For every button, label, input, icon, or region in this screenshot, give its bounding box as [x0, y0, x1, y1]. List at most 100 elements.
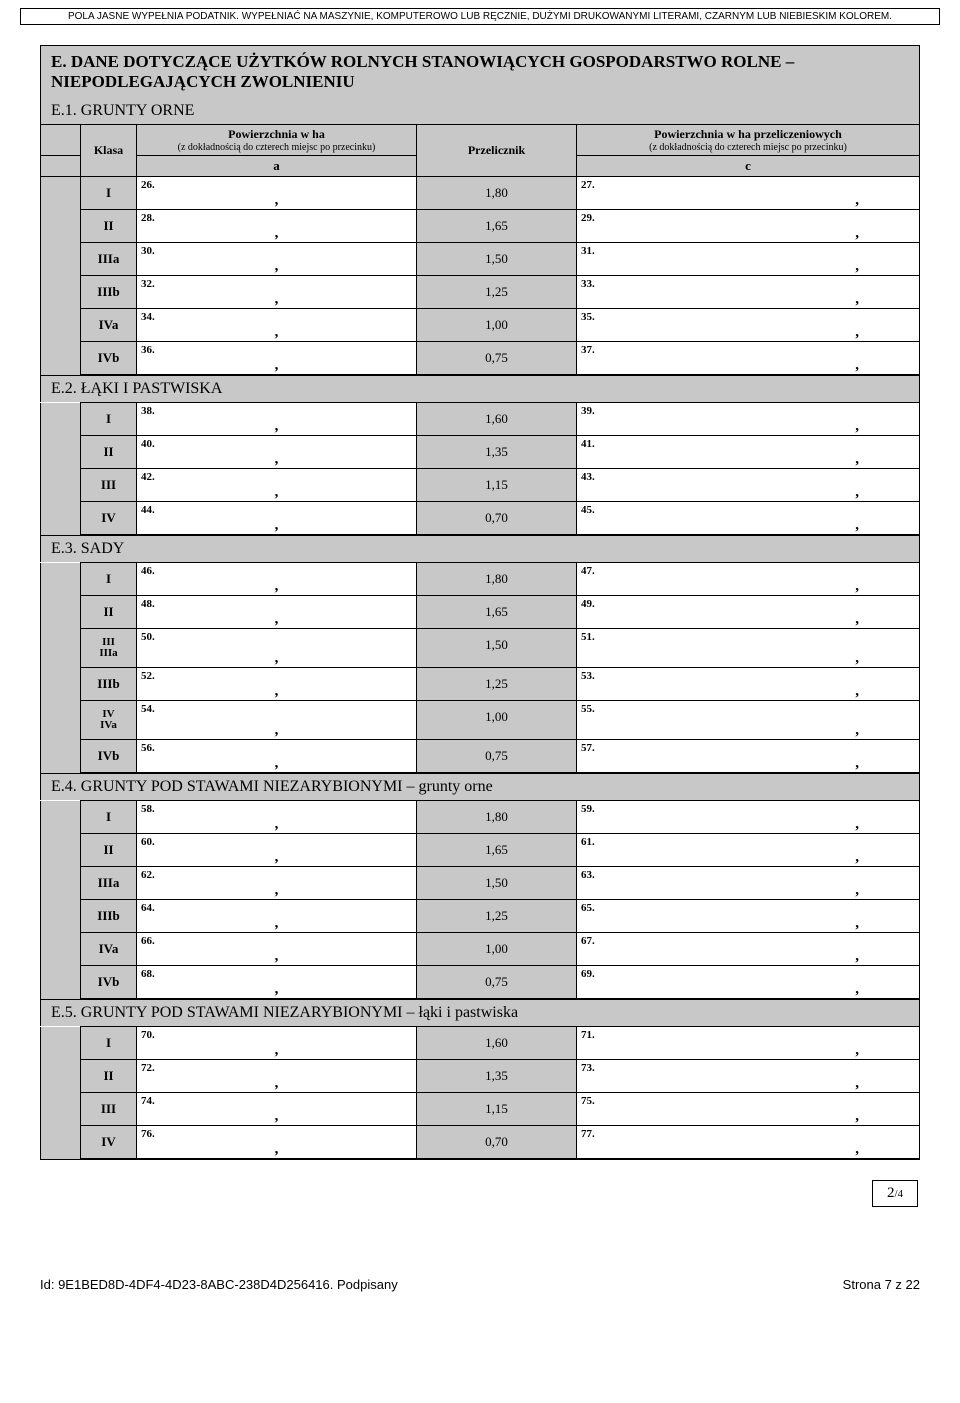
area-input-cell[interactable]: 64., [137, 900, 417, 933]
klasa-cell: II [81, 210, 137, 243]
converted-area-cell[interactable]: 67., [577, 933, 920, 966]
area-input-cell[interactable]: 42., [137, 469, 417, 502]
converted-area-cell[interactable]: 41., [577, 436, 920, 469]
converted-area-cell[interactable]: 27., [577, 177, 920, 210]
area-input-cell[interactable]: 74., [137, 1093, 417, 1126]
area-input-cell[interactable]: 58., [137, 801, 417, 834]
subsection-e2-header: E.2. ŁĄKI I PASTWISKA [40, 375, 920, 402]
subsection-e5-header: E.5. GRUNTY POD STAWAMI NIEZARYBIONYMI –… [40, 999, 920, 1026]
area-input-cell[interactable]: 32., [137, 276, 417, 309]
przelicznik-cell: 0,75 [417, 740, 577, 773]
area-input-cell[interactable]: 72., [137, 1060, 417, 1093]
converted-area-cell[interactable]: 51., [577, 629, 920, 668]
converted-area-cell[interactable]: 65., [577, 900, 920, 933]
converted-area-cell[interactable]: 37., [577, 342, 920, 375]
converted-area-cell[interactable]: 53., [577, 668, 920, 701]
area-input-cell[interactable]: 76., [137, 1126, 417, 1159]
klasa-cell: II [81, 436, 137, 469]
page-counter: 2/4 [872, 1180, 918, 1207]
przelicznik-cell: 1,80 [417, 177, 577, 210]
przelicznik-cell: 1,50 [417, 629, 577, 668]
converted-area-cell[interactable]: 39., [577, 403, 920, 436]
przelicznik-cell: 1,00 [417, 309, 577, 342]
klasa-cell: IIIa [81, 243, 137, 276]
area-input-cell[interactable]: 34., [137, 309, 417, 342]
area-input-cell[interactable]: 60., [137, 834, 417, 867]
klasa-cell: I [81, 1027, 137, 1060]
page-footer: Id: 9E1BED8D-4DF4-4D23-8ABC-238D4D256416… [0, 1217, 960, 1302]
area-input-cell[interactable]: 40., [137, 436, 417, 469]
converted-area-cell[interactable]: 31., [577, 243, 920, 276]
form-instructions: POLA JASNE WYPEŁNIA PODATNIK. WYPEŁNIAĆ … [20, 8, 940, 25]
area-input-cell[interactable]: 28., [137, 210, 417, 243]
area-input-cell[interactable]: 48., [137, 596, 417, 629]
klasa-cell: IV [81, 1126, 137, 1159]
przelicznik-cell: 0,75 [417, 342, 577, 375]
converted-area-cell[interactable]: 33., [577, 276, 920, 309]
przelicznik-cell: 1,65 [417, 210, 577, 243]
klasa-cell: IIIb [81, 668, 137, 701]
area-input-cell[interactable]: 46., [137, 563, 417, 596]
area-input-cell[interactable]: 30., [137, 243, 417, 276]
converted-area-cell[interactable]: 77., [577, 1126, 920, 1159]
przelicznik-cell: 1,25 [417, 276, 577, 309]
klasa-cell: I [81, 177, 137, 210]
converted-area-cell[interactable]: 63., [577, 867, 920, 900]
area-input-cell[interactable]: 70., [137, 1027, 417, 1060]
table-e4: I58.,1,8059.,II60.,1,6561.,IIIa62.,1,506… [40, 800, 920, 999]
converted-area-cell[interactable]: 57., [577, 740, 920, 773]
converted-area-cell[interactable]: 55., [577, 701, 920, 740]
converted-area-cell[interactable]: 49., [577, 596, 920, 629]
area-input-cell[interactable]: 52., [137, 668, 417, 701]
converted-area-cell[interactable]: 29., [577, 210, 920, 243]
converted-area-cell[interactable]: 61., [577, 834, 920, 867]
converted-area-cell[interactable]: 43., [577, 469, 920, 502]
klasa-cell: II [81, 596, 137, 629]
klasa-cell: IIIIIIa [81, 629, 137, 668]
converted-area-cell[interactable]: 45., [577, 502, 920, 535]
area-input-cell[interactable]: 68., [137, 966, 417, 999]
area-input-cell[interactable]: 50., [137, 629, 417, 668]
przelicznik-cell: 1,25 [417, 668, 577, 701]
header-col-a: Powierzchnia w ha(z dokładnością do czte… [137, 125, 417, 156]
converted-area-cell[interactable]: 73., [577, 1060, 920, 1093]
area-input-cell[interactable]: 44., [137, 502, 417, 535]
header-a: a [137, 156, 417, 177]
przelicznik-cell: 1,35 [417, 1060, 577, 1093]
przelicznik-cell: 1,65 [417, 596, 577, 629]
area-input-cell[interactable]: 38., [137, 403, 417, 436]
klasa-cell: I [81, 563, 137, 596]
klasa-cell: IVa [81, 933, 137, 966]
przelicznik-cell: 1,15 [417, 1093, 577, 1126]
klasa-cell: I [81, 403, 137, 436]
converted-area-cell[interactable]: 75., [577, 1093, 920, 1126]
converted-area-cell[interactable]: 71., [577, 1027, 920, 1060]
area-input-cell[interactable]: 36., [137, 342, 417, 375]
area-input-cell[interactable]: 56., [137, 740, 417, 773]
area-input-cell[interactable]: 62., [137, 867, 417, 900]
przelicznik-cell: 1,60 [417, 1027, 577, 1060]
subsection-e4-header: E.4. GRUNTY POD STAWAMI NIEZARYBIONYMI –… [40, 773, 920, 800]
przelicznik-cell: 1,60 [417, 403, 577, 436]
subsection-e1-header: E.1. GRUNTY ORNE [40, 98, 920, 124]
converted-area-cell[interactable]: 47., [577, 563, 920, 596]
table-e5: I70.,1,6071., II72.,1,3573., III74.,1,1575… [40, 1026, 920, 1159]
klasa-cell: III [81, 1093, 137, 1126]
przelicznik-cell: 1,00 [417, 701, 577, 740]
table-e3: I46.,1,8047.,II48.,1,6549.,IIIIIIa50.,1,… [40, 562, 920, 773]
footer-id: Id: 9E1BED8D-4DF4-4D23-8ABC-238D4D256416… [40, 1277, 398, 1292]
przelicznik-cell: 0,75 [417, 966, 577, 999]
converted-area-cell[interactable]: 35., [577, 309, 920, 342]
converted-area-cell[interactable]: 69., [577, 966, 920, 999]
header-col-b: Przelicznik [417, 125, 577, 177]
converted-area-cell[interactable]: 59., [577, 801, 920, 834]
area-input-cell[interactable]: 66., [137, 933, 417, 966]
klasa-cell: II [81, 1060, 137, 1093]
klasa-cell: IIIb [81, 276, 137, 309]
klasa-cell: IVIVa [81, 701, 137, 740]
header-klasa: Klasa [81, 125, 137, 177]
header-col-c: Powierzchnia w ha przeliczeniowych(z dok… [577, 125, 920, 156]
area-input-cell[interactable]: 26., [137, 177, 417, 210]
przelicznik-cell: 1,50 [417, 243, 577, 276]
area-input-cell[interactable]: 54., [137, 701, 417, 740]
